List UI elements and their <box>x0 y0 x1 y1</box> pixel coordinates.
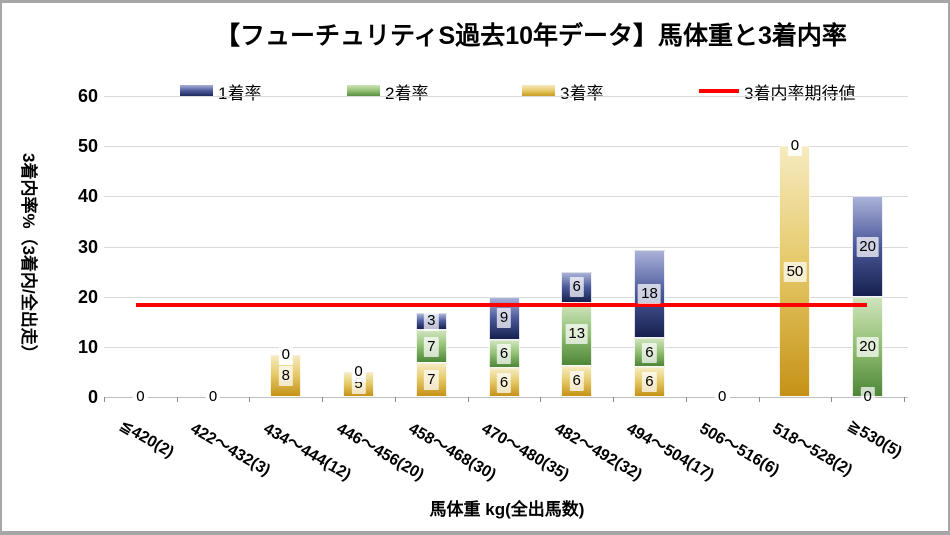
legend-expected-line-icon <box>699 89 739 93</box>
data-label-rank1: 0 <box>715 387 730 407</box>
x-axis-tick <box>540 397 542 402</box>
legend-label-expected-line: 3着内率期待値 <box>744 83 856 103</box>
data-label-rank1: 9 <box>496 308 512 329</box>
data-label-rank2: 20 <box>856 336 879 357</box>
legend-item-rank1: 1着率 <box>180 79 261 103</box>
data-label-rank1: 0 <box>278 345 293 366</box>
y-tick-label: 50 <box>77 136 98 157</box>
legend-label-rank1: 1着率 <box>218 83 262 103</box>
expected-value-line <box>136 303 867 308</box>
data-label-rank3: 6 <box>569 371 584 392</box>
y-tick-label: 20 <box>77 286 98 307</box>
data-label-rank1: 0 <box>787 136 803 157</box>
data-label-rank2: 7 <box>424 336 439 357</box>
data-label-rank1: 20 <box>856 236 879 257</box>
data-label-rank3: 0 <box>860 387 875 407</box>
x-axis-tick <box>467 397 469 402</box>
gridline <box>104 196 908 198</box>
legend-label-rank3: 3着率 <box>560 83 604 103</box>
gridline <box>104 96 908 97</box>
data-label-rank3: 6 <box>642 372 657 393</box>
y-tick-label: 60 <box>77 86 98 106</box>
gridline <box>104 146 908 148</box>
data-label-rank1: 0 <box>205 387 221 407</box>
x-axis-tick <box>104 397 105 402</box>
x-axis-category-label: 422～432(3) <box>187 420 274 480</box>
x-axis-tick <box>176 397 178 402</box>
x-axis-tick <box>685 397 687 402</box>
data-label-rank1: 18 <box>638 283 661 304</box>
gridline <box>104 246 908 248</box>
legend-item-rank3: 3着率 <box>522 79 603 103</box>
x-axis-tick <box>394 397 396 402</box>
x-axis-title: 馬体重 kg(全出馬数) <box>429 500 585 519</box>
data-label-rank3: 7 <box>424 370 439 391</box>
legend-swatch-rank3-icon <box>522 85 555 97</box>
bar-segment-rank3 <box>415 363 447 397</box>
y-axis-title: 3着内率%（3着内/全出走） <box>19 153 38 362</box>
legend-item-rank2: 2着率 <box>347 79 428 103</box>
data-label-rank2: 13 <box>565 324 589 345</box>
legend-item-expected-line: 3着内率期待値 <box>699 79 855 103</box>
x-axis-tick <box>758 397 760 402</box>
data-label-rank3: 8 <box>278 366 293 387</box>
y-tick-label: 0 <box>87 387 98 407</box>
data-label-rank3: 6 <box>496 372 512 393</box>
y-tick-label: 40 <box>77 186 98 207</box>
data-label-rank1: 0 <box>351 361 366 382</box>
x-axis-tick <box>249 397 251 402</box>
x-axis-category-label: ≧530(5) <box>844 416 905 462</box>
x-axis-category-label: ≦420(2) <box>116 416 178 462</box>
x-axis-tick <box>904 397 905 402</box>
data-label-rank2: 6 <box>496 344 512 365</box>
data-label-rank1: 3 <box>424 311 439 332</box>
x-axis-category-label: 518～528(2) <box>769 420 855 480</box>
legend-swatch-rank1-icon <box>180 85 213 97</box>
x-axis-tick <box>831 397 833 402</box>
data-label-rank1: 0 <box>133 387 148 407</box>
x-axis-line <box>104 397 908 398</box>
chart-title: 【フューチュリティS過去10年データ】馬体重と3着内率 <box>215 22 847 50</box>
legend-swatch-rank2-icon <box>347 85 380 97</box>
data-label-rank2: 6 <box>642 342 657 363</box>
y-tick-label: 30 <box>77 236 98 257</box>
data-label-rank3: 50 <box>783 261 807 282</box>
x-axis-tick <box>322 397 324 402</box>
x-axis-tick <box>613 397 615 402</box>
legend-label-rank2: 2着率 <box>385 83 429 103</box>
data-label-rank1: 6 <box>569 277 584 298</box>
y-tick-label: 10 <box>77 336 98 357</box>
